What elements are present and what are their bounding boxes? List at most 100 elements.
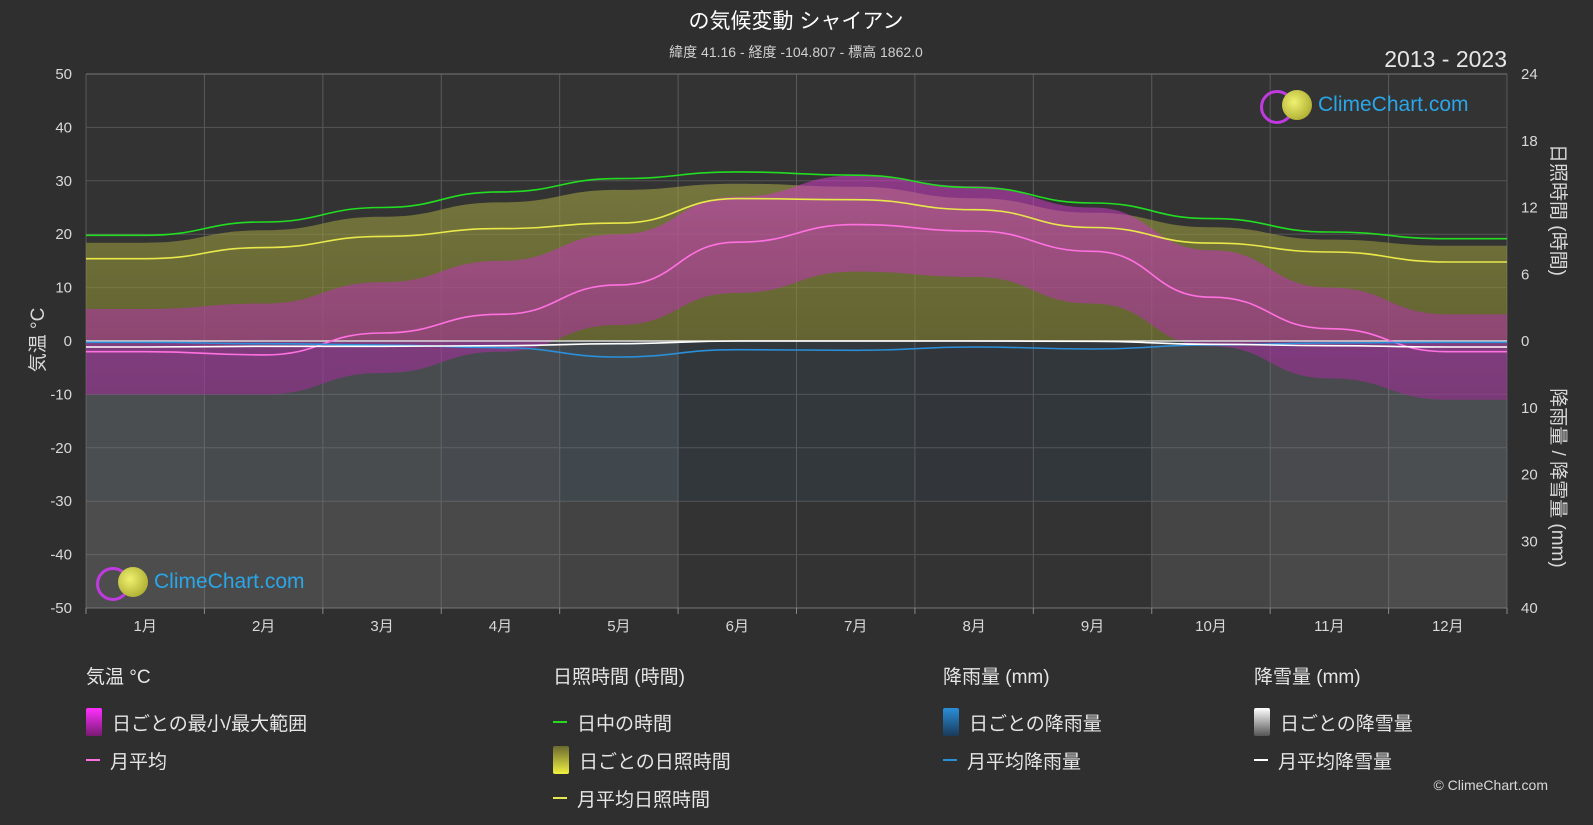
copyright: © ClimeChart.com <box>1433 777 1548 793</box>
legend-item: 日ごとの最小/最大範囲 <box>86 703 307 741</box>
daily-temperature-range-area <box>86 175 1507 400</box>
y-left-tick-label: 50 <box>55 66 72 83</box>
daily-rain-column <box>1151 341 1271 502</box>
x-tick-label: 5月 <box>607 618 630 635</box>
daily-rain-column <box>678 341 797 502</box>
swatch <box>86 759 100 761</box>
y-left-tick-label: -50 <box>50 600 72 617</box>
y-right-top-axis-label: 日照時間 (時間) <box>1547 144 1569 276</box>
daily-snow-column <box>1270 341 1389 608</box>
daily-rain-column <box>914 341 1034 502</box>
x-tick-label: 7月 <box>844 618 867 635</box>
daily-rain-column <box>796 341 915 502</box>
logo-icon <box>96 565 148 601</box>
series-line <box>86 223 1507 356</box>
daily-rain-column <box>441 341 560 502</box>
legend-label: 月平均日照時間 <box>577 789 711 811</box>
y-left-tick-label: 30 <box>55 173 72 190</box>
logo-top: ClimeChart.com <box>1260 88 1469 124</box>
legend-sunshine: 日照時間 (時間) 日中の時間 日ごとの日照時間 月平均日照時間 <box>553 662 731 817</box>
y-right-bottom-axis-label: 降雨量 / 降雪量 (mm) <box>1547 388 1569 567</box>
legend-label: 日ごとの最小/最大範囲 <box>112 713 308 735</box>
legend-item: 月平均降雪量 <box>1254 741 1413 779</box>
daily-rain-column <box>1033 341 1152 502</box>
daily-snow-column <box>441 341 560 608</box>
legend-item: 月平均 <box>86 741 307 779</box>
year-range: 2013 - 2023 <box>1384 46 1507 72</box>
legend-item: 日ごとの降雪量 <box>1254 703 1413 741</box>
legend-title: 日照時間 (時間) <box>553 667 685 688</box>
y-right-bottom-tick-label: 40 <box>1521 600 1538 617</box>
legend-label: 日中の時間 <box>577 713 673 735</box>
legend-temperature: 気温 °C 日ごとの最小/最大範囲 月平均 <box>86 662 307 779</box>
x-tick-label: 3月 <box>370 618 393 635</box>
y-left-tick-label: -10 <box>50 386 72 403</box>
legend-label: 月平均降雨量 <box>967 751 1082 773</box>
swatch <box>943 708 959 736</box>
y-right-top-tick-label: 6 <box>1521 266 1529 283</box>
y-left-axis-label: 気温 °C <box>27 308 49 373</box>
legend-title: 降雨量 (mm) <box>943 667 1050 688</box>
legend-title: 気温 °C <box>86 667 151 688</box>
y-right-bottom-tick-label: 30 <box>1521 533 1538 550</box>
y-left-tick-label: -40 <box>50 547 72 564</box>
daily-snow-column <box>322 341 442 608</box>
swatch <box>943 759 957 761</box>
series-line <box>86 341 1507 358</box>
chart-subtitle: 緯度 41.16 - 経度 -104.807 - 標高 1862.0 <box>669 44 923 60</box>
series-line <box>86 171 1507 240</box>
logo-text: ClimeChart.com <box>154 570 305 593</box>
logo-icon <box>1260 88 1312 124</box>
legend-snow: 降雪量 (mm) 日ごとの降雪量 月平均降雪量 <box>1254 662 1413 779</box>
y-left-tick-label: 40 <box>55 119 72 136</box>
x-tick-label: 1月 <box>134 618 157 635</box>
x-tick-label: 6月 <box>726 618 749 635</box>
y-left-tick-label: 0 <box>64 333 72 350</box>
y-left-tick-label: -30 <box>50 493 72 510</box>
daily-snow-column <box>559 341 679 608</box>
legend-label: 月平均 <box>110 751 168 773</box>
swatch <box>553 797 567 799</box>
x-tick-label: 9月 <box>1081 618 1104 635</box>
y-left-tick-label: 10 <box>55 280 72 297</box>
swatch <box>1254 708 1270 736</box>
legend-item: 月平均日照時間 <box>553 779 731 817</box>
x-tick-label: 4月 <box>489 618 512 635</box>
y-right-bottom-tick-label: 10 <box>1521 400 1538 417</box>
logo-bottom: ClimeChart.com <box>96 565 305 601</box>
series-line <box>85 340 1507 348</box>
legend-rain: 降雨量 (mm) 日ごとの降雨量 月平均降雨量 <box>943 662 1102 779</box>
y-right-top-tick-label: 24 <box>1521 66 1538 83</box>
legend-label: 日ごとの降雨量 <box>969 713 1102 735</box>
legend-item: 日中の時間 <box>553 703 731 741</box>
legend-title: 降雪量 (mm) <box>1254 667 1361 688</box>
legend-label: 日ごとの降雪量 <box>1280 713 1413 735</box>
logo-text: ClimeChart.com <box>1318 93 1469 116</box>
x-tick-label: 2月 <box>252 618 275 635</box>
y-left-tick-label: -20 <box>50 440 72 457</box>
swatch <box>1254 759 1268 761</box>
x-tick-label: 11月 <box>1314 618 1345 635</box>
swatch <box>86 708 102 736</box>
y-right-bottom-tick-label: 20 <box>1521 467 1538 484</box>
legend-item: 月平均降雨量 <box>943 741 1102 779</box>
chart-title: の気候変動 シャイアン <box>689 10 904 33</box>
y-right-top-tick-label: 12 <box>1521 200 1538 217</box>
x-tick-label: 12月 <box>1432 618 1464 635</box>
legend-item: 日ごとの日照時間 <box>553 741 731 779</box>
plot-area: 50 40 30 20 10 0 -10 -20 -30 -40 -50 24 18 12 6 0 10 20 30… <box>50 66 1537 635</box>
swatch <box>553 721 567 723</box>
legend-label: 日ごとの日照時間 <box>579 751 731 773</box>
x-tick-label: 10月 <box>1195 618 1227 635</box>
y-right-top-tick-label: 18 <box>1521 133 1538 150</box>
daily-rain-column <box>559 341 679 502</box>
swatch <box>553 746 569 774</box>
y-right-top-tick-label: 0 <box>1521 333 1529 350</box>
daily-snow-column <box>1151 341 1271 608</box>
legend-item: 日ごとの降雨量 <box>943 703 1102 741</box>
x-tick-label: 8月 <box>962 618 985 635</box>
series-line <box>86 197 1507 263</box>
y-left-tick-label: 20 <box>55 226 72 243</box>
legend-label: 月平均降雪量 <box>1278 751 1393 773</box>
